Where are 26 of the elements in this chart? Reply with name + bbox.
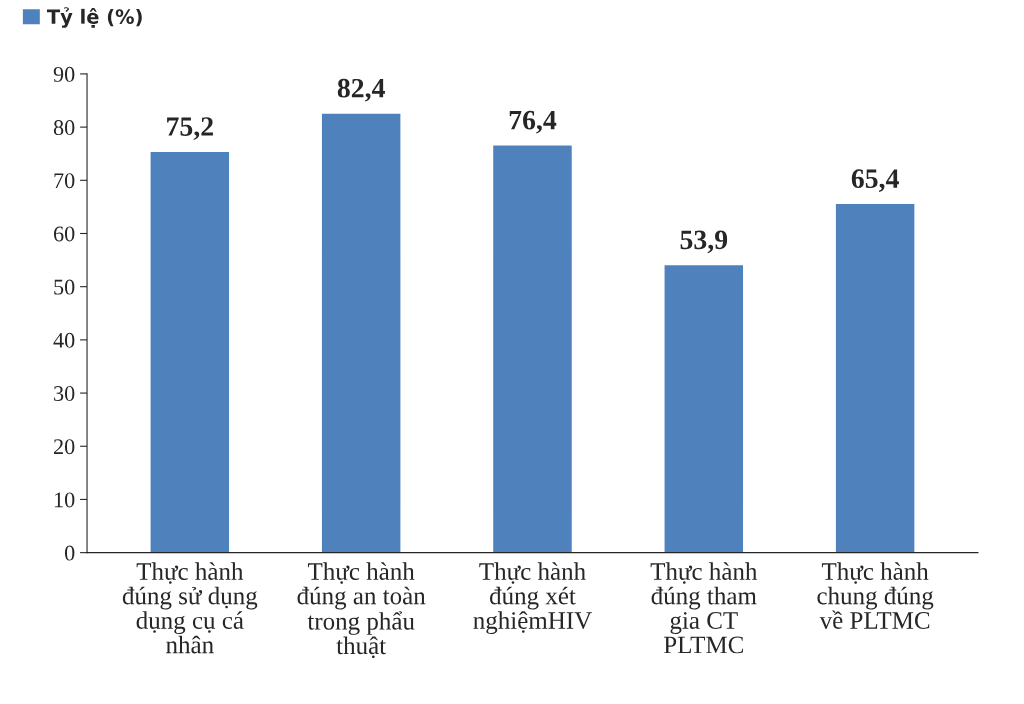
y-tick-label: 70 [54,173,75,189]
text: 76,4 [509,110,557,134]
bar [664,265,744,553]
bar [321,113,401,553]
y-tick-label: 40 [53,332,75,348]
y-tick-label: 80 [53,120,75,136]
y-tick-label: 60 [53,226,75,242]
x-tick-label: Thực hành đúng tham gia CT PLTMC [650,562,758,654]
x-tick-label: Thực hành đúng sử dụng dụng cụ cá nhân [122,562,258,654]
y-tick-label: 20 [53,439,75,455]
text: 82,4 [337,78,385,102]
bar [150,151,230,553]
x-tick-label: Thực hành chung đúng về PLTMC [817,562,934,629]
bar [493,145,572,553]
x-tick-label: Thực hành đúng xét nghiệmHIV [473,562,592,635]
x-tick-label: Thực hành đúng an toàn trong phẩu thuật [297,562,426,659]
text: 75,2 [167,117,213,140]
y-tick-label: 90 [53,66,75,82]
y-tick-label: 50 [54,279,75,295]
y-tick-label: 30 [54,386,75,401]
y-tick-label: 0 [64,545,75,561]
bar [835,204,915,553]
text: 53,9 [680,230,728,254]
legend-label: Tỷ lệ (%) [46,7,142,28]
text: 65,4 [851,169,899,193]
y-tick-label: 10 [54,492,75,508]
